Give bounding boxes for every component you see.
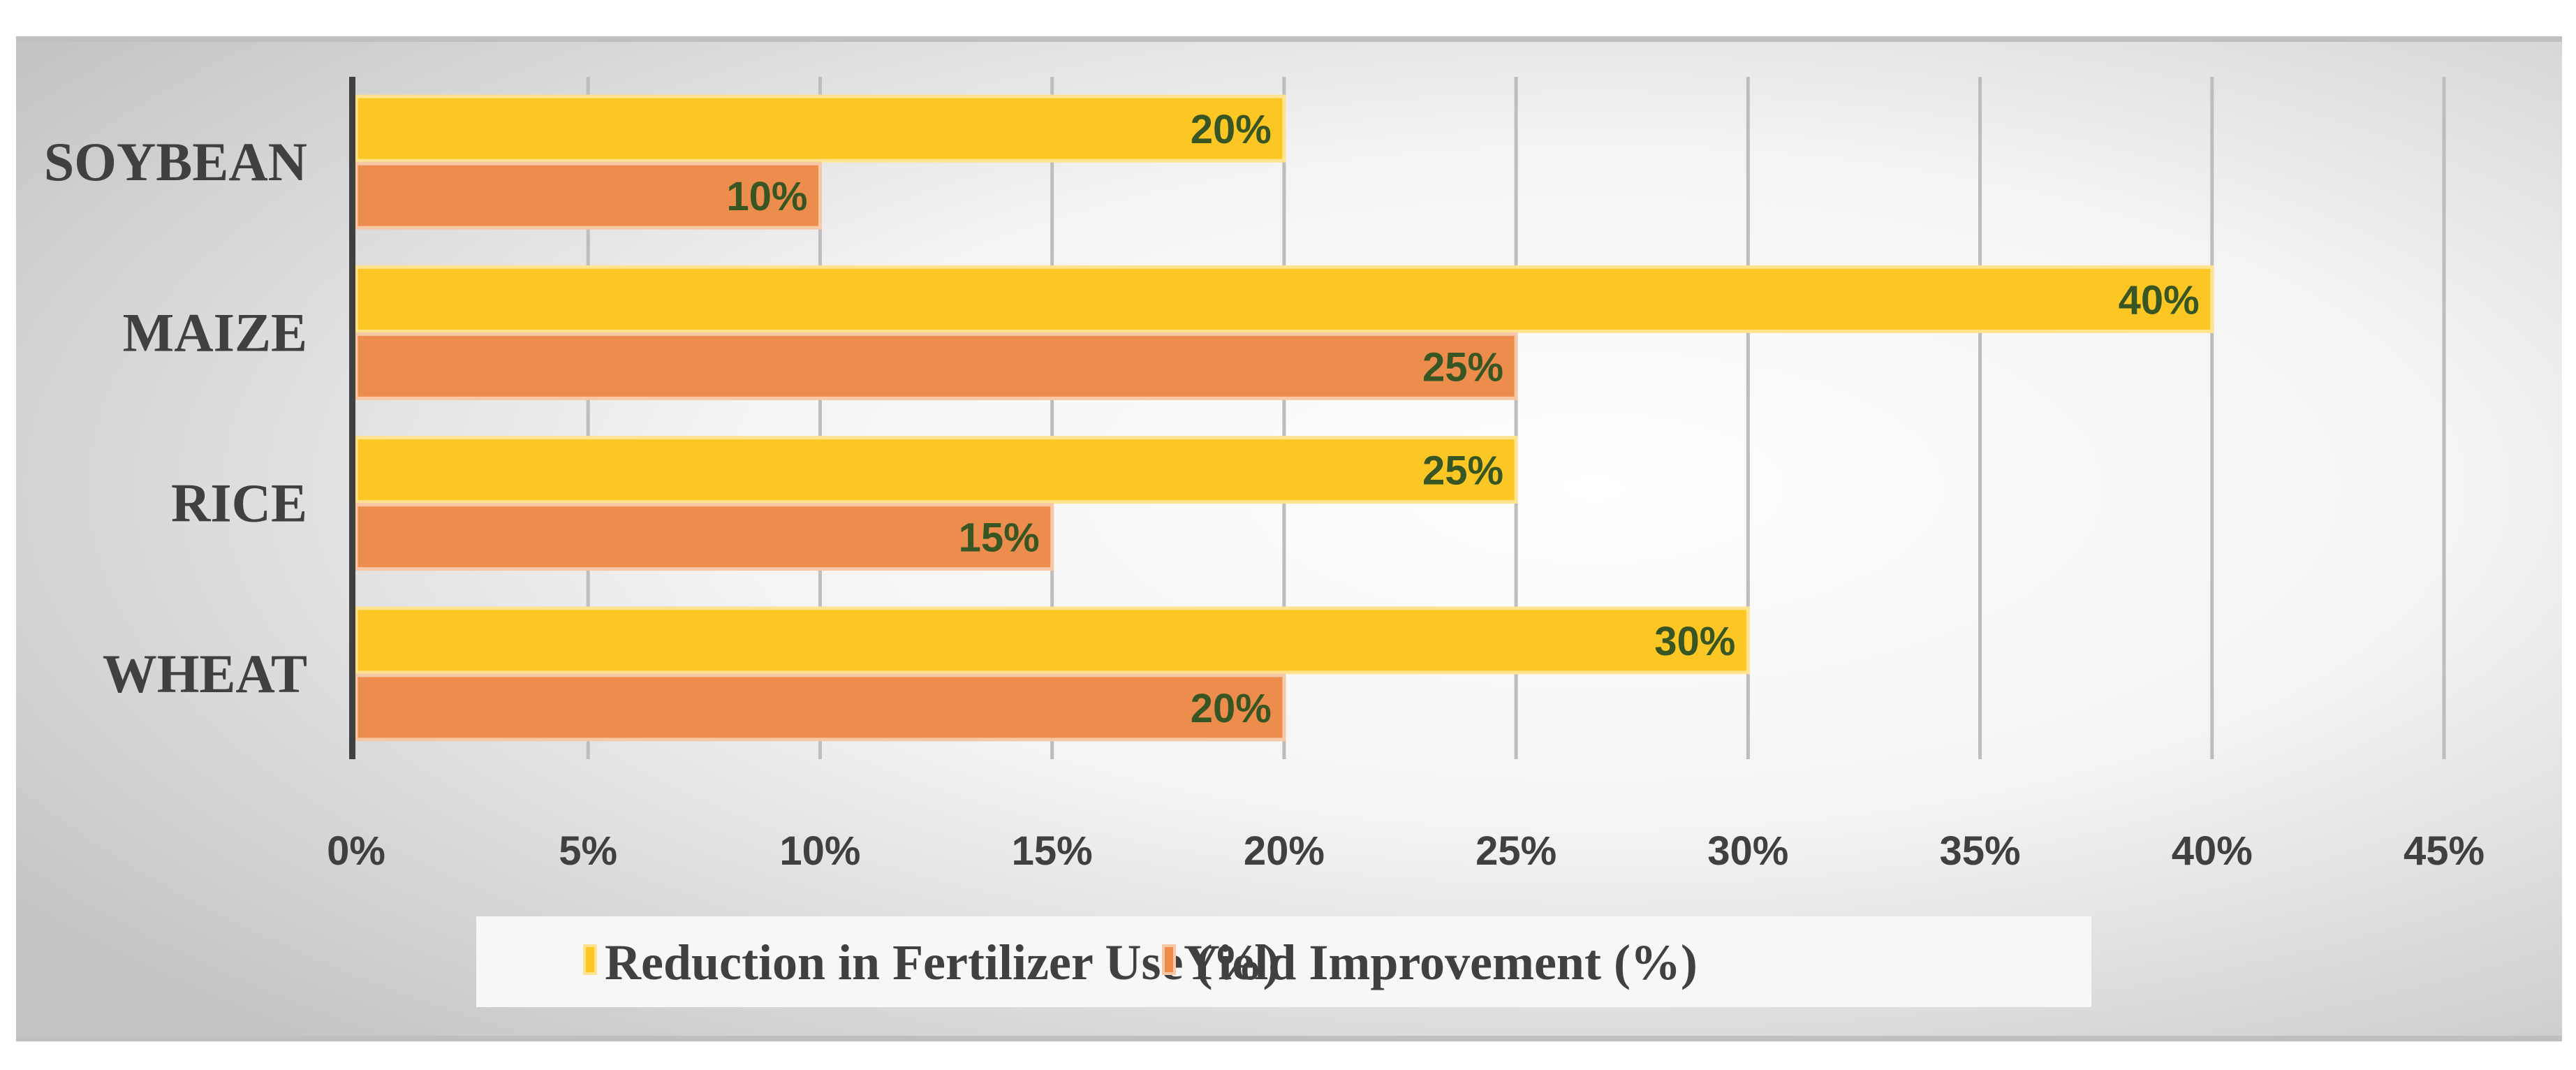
bar-fertilizer — [354, 436, 1518, 504]
x-tick-label: 0% — [327, 828, 385, 874]
data-label: 10% — [726, 174, 807, 219]
data-label: 25% — [1422, 448, 1503, 494]
category-labels: WHEAT RICE MAIZE SOYBEAN — [44, 131, 307, 704]
x-tick-labels: 0% 5% 10% 15% 20% 25% 30% 35% 40% 45% — [327, 828, 2485, 874]
legend-label-fertilizer: Reduction in Fertilizer Use (%) — [605, 935, 1279, 990]
data-label: 25% — [1422, 344, 1503, 390]
bar-fertilizer — [354, 265, 2214, 333]
x-tick-label: 30% — [1707, 828, 1788, 874]
data-label: 15% — [959, 515, 1040, 561]
legend-label-yield: Yield Improvement (%) — [1184, 935, 1698, 990]
bar-fertilizer — [354, 606, 1750, 675]
bar-fertilizer — [354, 94, 1286, 163]
legend-swatch-yield — [1162, 944, 1176, 975]
data-label: 40% — [2119, 277, 2200, 323]
chart-bottom-border — [16, 1036, 2562, 1041]
bar-yield — [354, 673, 1286, 742]
chart-top-border — [16, 36, 2562, 42]
category-label: MAIZE — [123, 302, 307, 362]
data-label: 30% — [1654, 619, 1735, 664]
bar-yield — [354, 161, 822, 230]
x-tick-label: 10% — [779, 828, 860, 874]
legend: Reduction in Fertilizer Use (%) Yield Im… — [476, 916, 2091, 1007]
bar-yield — [354, 332, 1518, 400]
category-label: SOYBEAN — [44, 131, 307, 192]
category-label: WHEAT — [103, 643, 307, 704]
x-tick-label: 40% — [2172, 828, 2253, 874]
x-tick-label: 5% — [559, 828, 617, 874]
x-tick-label: 45% — [2404, 828, 2485, 874]
bars: 30% 20% 25% 15% 40% 25% 20% 10% — [354, 94, 2214, 742]
legend-box — [476, 916, 2091, 1007]
x-tick-label: 15% — [1012, 828, 1093, 874]
data-label: 20% — [1191, 686, 1272, 731]
y-axis-line — [349, 77, 355, 759]
x-tick-label: 35% — [1940, 828, 2021, 874]
x-tick-label: 25% — [1475, 828, 1556, 874]
legend-swatch-fertilizer — [583, 944, 597, 975]
data-label: 20% — [1191, 107, 1272, 152]
bar-yield — [354, 503, 1054, 571]
x-tick-label: 20% — [1244, 828, 1325, 874]
category-label: RICE — [171, 473, 307, 534]
